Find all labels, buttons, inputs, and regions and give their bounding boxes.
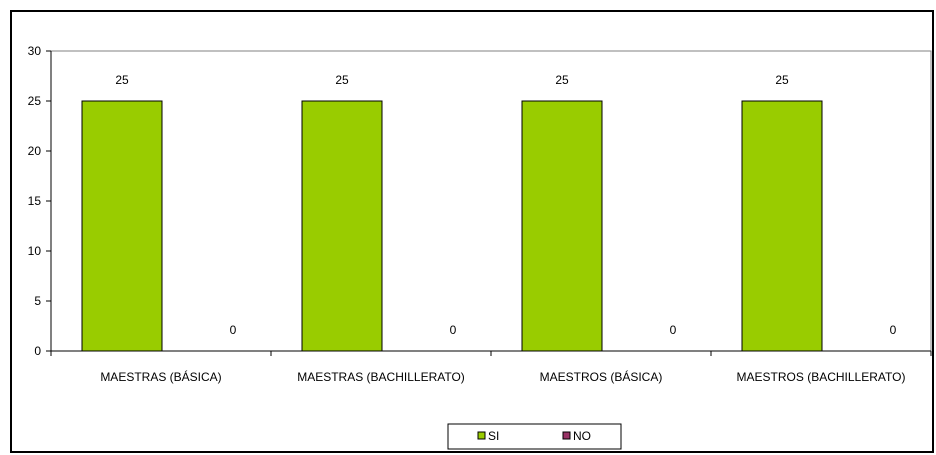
y-tick-label: 15	[28, 194, 42, 208]
legend-box	[447, 423, 622, 450]
y-tick-label: 25	[28, 94, 42, 108]
data-label: 25	[115, 73, 129, 87]
y-tick-label: 30	[28, 44, 42, 58]
y-tick-label: 5	[34, 294, 41, 308]
y-tick-label: 10	[28, 244, 42, 258]
data-label: 0	[670, 323, 677, 337]
data-labels: 25 25 25 25 0 0 0 0	[115, 73, 896, 337]
data-label: 0	[450, 323, 457, 337]
data-label: 0	[230, 323, 237, 337]
legend: SI NO	[447, 423, 622, 450]
legend-swatch-no	[562, 431, 571, 440]
y-tick-label: 20	[28, 144, 42, 158]
x-axis: MAESTRAS (BÁSICA) MAESTRAS (BACHILLERATO)…	[50, 350, 932, 384]
data-label: 25	[335, 73, 349, 87]
y-tick-label: 0	[34, 344, 41, 358]
legend-label-no: NO	[573, 429, 591, 443]
y-axis: 0 5 10 15 20 25 30	[28, 44, 52, 358]
x-category-label: MAESTRAS (BACHILLERATO)	[297, 370, 465, 384]
legend-label-si: SI	[488, 429, 499, 443]
bar-si	[521, 100, 603, 352]
bars	[81, 100, 823, 352]
data-label: 25	[555, 73, 569, 87]
x-category-label: MAESTROS (BÁSICA)	[540, 369, 663, 384]
bar-si	[741, 100, 823, 352]
x-category-label: MAESTROS (BACHILLERATO)	[737, 370, 906, 384]
data-label: 0	[890, 323, 897, 337]
legend-swatch-si	[477, 431, 486, 440]
bar-si	[301, 100, 383, 352]
x-category-label: MAESTRAS (BÁSICA)	[100, 369, 221, 384]
bar-si	[81, 100, 163, 352]
data-label: 25	[775, 73, 789, 87]
